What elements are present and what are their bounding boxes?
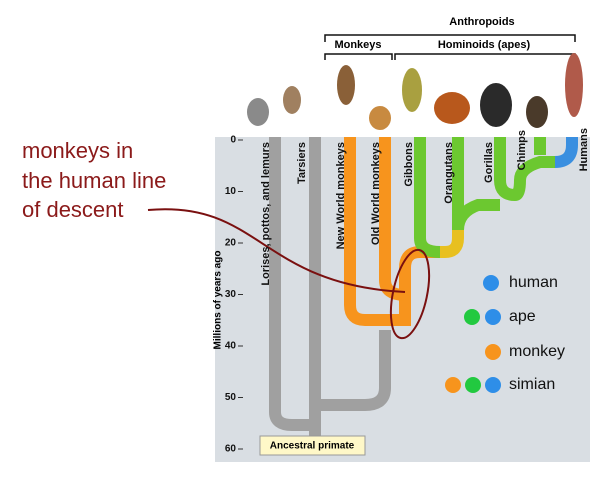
annotation-arrow [147, 208, 406, 293]
legend-label: human [509, 274, 558, 291]
tree-branches [269, 137, 578, 440]
taxon-label: Orangutans [443, 142, 455, 204]
y-tick-label: 50 [225, 392, 237, 403]
taxon-label: Old World monkeys [370, 142, 382, 245]
y-tick-label: 0 [230, 135, 236, 146]
y-tick-label: 60 [225, 444, 237, 455]
y-tick-label: 30 [225, 289, 237, 300]
annotation-line: the human line [22, 168, 166, 193]
legend-dots [445, 275, 501, 393]
group-label: Hominoids (apes) [438, 39, 531, 51]
y-tick-label: 40 [225, 341, 237, 352]
legend-label: monkey [509, 343, 565, 360]
y-tick-label: 10 [225, 186, 237, 197]
root-box [259, 435, 366, 456]
annotation-line: of descent [22, 197, 124, 222]
taxon-label: Lorises, pottos, and lemurs [260, 142, 272, 286]
legend-label: simian [509, 376, 555, 393]
taxon-label: Humans [578, 128, 590, 171]
y-tick-label: 20 [225, 238, 237, 249]
group-label: Monkeys [334, 39, 381, 51]
taxon-label: Gorillas [483, 142, 495, 183]
highlight-ellipse [389, 248, 431, 340]
taxon-label: Gibbons [403, 142, 415, 187]
anthropoids-bracket [324, 34, 576, 42]
taxon-label: New World monkeys [335, 142, 347, 249]
monkeys-bracket [324, 53, 393, 60]
taxon-label: Tarsiers [296, 142, 308, 184]
taxon-label: Chimps [516, 130, 528, 170]
root-label: Ancestral primate [270, 441, 355, 452]
annotation-line: monkeys in [22, 138, 133, 163]
apes-bracket [394, 53, 576, 60]
animal-figures [247, 53, 583, 130]
axis-label: Millions of years ago [213, 251, 224, 350]
legend-label: ape [509, 308, 536, 325]
group-label: Anthropoids [449, 16, 514, 28]
